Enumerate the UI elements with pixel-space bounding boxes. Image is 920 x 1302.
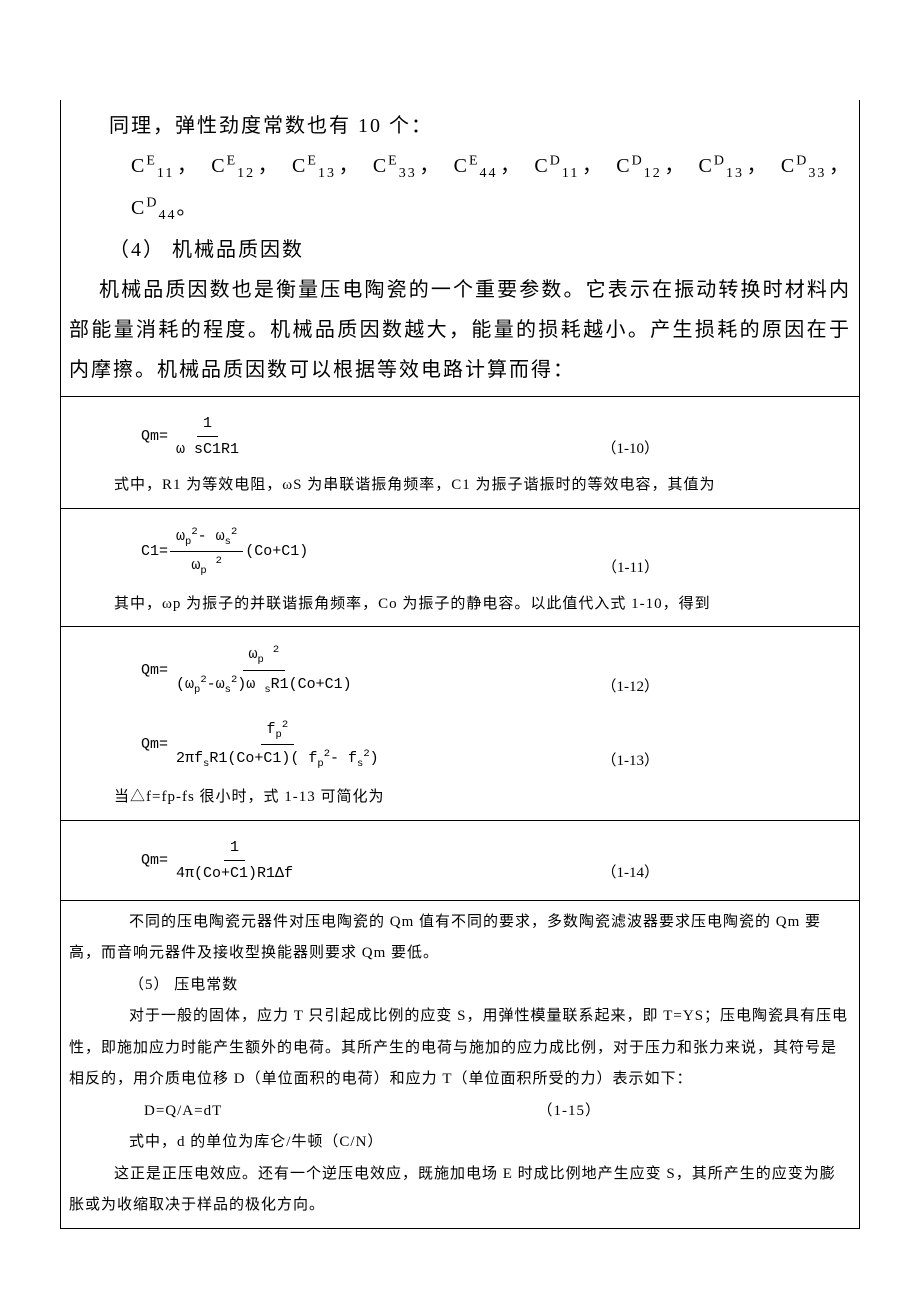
page: 同理，弹性劲度常数也有 10 个： CE11， CE12， CE13， CE33… — [0, 0, 920, 1289]
eq-1-13: Qm= fp2 2πfsR1(Co+C1)( fp2- fs2) （1-13） — [61, 708, 859, 782]
eq-1-13-num: fp2 — [261, 718, 295, 746]
section-5-para-3: 这正是正压电效应。还有一个逆压电效应，既施加电场 E 时成比例地产生应变 S，其… — [61, 1159, 859, 1222]
eq-1-12-frac: ωp 2 (ωp2-ωs2)ω sR1(Co+C1) — [170, 643, 358, 697]
eq-1-12-lhs: Qm= — [141, 660, 168, 681]
eq-1-10-num: 1 — [197, 413, 218, 437]
eq-1-14-num: 1 — [224, 837, 245, 861]
elastic-constants-intro: 同理，弹性劲度常数也有 10 个： — [61, 106, 859, 146]
eq-1-11-tail: (Co+C1) — [245, 541, 308, 562]
eq-1-13-desc: 当△f=fp-fs 很小时，式 1-13 可简化为 — [61, 782, 859, 814]
eq-1-13-lhs: Qm= — [141, 734, 168, 755]
eq-1-10-block: Qm= 1 ω sC1R1 （1-10） 式中，R1 为等效电阻，ωS 为串联谐… — [61, 397, 859, 509]
intro-block: 同理，弹性劲度常数也有 10 个： CE11， CE12， CE13， CE33… — [61, 100, 859, 397]
eq-1-13-tag: （1-13） — [602, 751, 860, 772]
eq-1-10-den: ω sC1R1 — [170, 437, 245, 460]
eq-1-11-lhs: C1= — [141, 541, 168, 562]
eq-1-11-block: C1= ωp2- ωs2 ωp 2 (Co+C1) （1-11） 其中，ωp 为… — [61, 509, 859, 628]
eq-1-11-den: ωp 2 — [185, 552, 228, 579]
eq-1-11: C1= ωp2- ωs2 ωp 2 (Co+C1) （1-11） — [61, 515, 859, 589]
eq-1-13-frac: fp2 2πfsR1(Co+C1)( fp2- fs2) — [170, 718, 385, 772]
eq-1-14-frac: 1 4π(Co+C1)R1Δf — [170, 837, 299, 884]
section-5-para-2: 式中，d 的单位为库仑/牛顿（C/N） — [61, 1127, 859, 1159]
eq-1-14-block: Qm= 1 4π(Co+C1)R1Δf （1-14） — [61, 821, 859, 901]
section-4-para: 机械品质因数也是衡量压电陶瓷的一个重要参数。它表示在振动转换时材料内部能量消耗的… — [61, 270, 859, 390]
eq-1-14-den: 4π(Co+C1)R1Δf — [170, 861, 299, 884]
eq-1-14: Qm= 1 4π(Co+C1)R1Δf （1-14） — [61, 827, 859, 894]
eq-1-13-den: 2πfsR1(Co+C1)( fp2- fs2) — [170, 745, 385, 772]
elastic-constants-list: CE11， CE12， CE13， CE33， CE44， CD11， CD12… — [61, 146, 859, 230]
eq-1-12-13-block: Qm= ωp 2 (ωp2-ωs2)ω sR1(Co+C1) （1-12） Qm… — [61, 627, 859, 820]
eq-1-11-desc: 其中，ωp 为振子的并联谐振角频率，Co 为振子的静电容。以此值代入式 1-10… — [61, 589, 859, 621]
eq-1-12-num: ωp 2 — [243, 643, 286, 671]
prose-block: 不同的压电陶瓷元器件对压电陶瓷的 Qm 值有不同的要求，多数陶瓷滤波器要求压电陶… — [61, 901, 859, 1228]
eq-1-15-line: D=Q/A=dT （1-15） — [61, 1096, 859, 1128]
eq-1-12: Qm= ωp 2 (ωp2-ωs2)ω sR1(Co+C1) （1-12） — [61, 633, 859, 707]
eq-1-14-lhs: Qm= — [141, 850, 168, 871]
qm-requirements-para: 不同的压电陶瓷元器件对压电陶瓷的 Qm 值有不同的要求，多数陶瓷滤波器要求压电陶… — [61, 907, 859, 970]
section-5-title: （5） 压电常数 — [61, 970, 859, 1002]
eq-1-15-tag: （1-15） — [538, 1096, 852, 1128]
content-frame: 同理，弹性劲度常数也有 10 个： CE11， CE12， CE13， CE33… — [60, 100, 860, 1229]
eq-1-11-frac: ωp2- ωs2 ωp 2 — [170, 525, 243, 579]
eq-1-12-den: (ωp2-ωs2)ω sR1(Co+C1) — [170, 671, 358, 698]
eq-1-10-tag: （1-10） — [602, 439, 860, 460]
eq-1-10-lhs: Qm= — [141, 426, 168, 447]
eq-1-14-tag: （1-14） — [602, 863, 860, 884]
section-4-title: （4） 机械品质因数 — [61, 230, 859, 270]
eq-1-10-desc: 式中，R1 为等效电阻，ωS 为串联谐振角频率，C1 为振子谐振时的等效电容，其… — [61, 470, 859, 502]
eq-1-11-num: ωp2- ωs2 — [170, 525, 243, 553]
section-5-para-1: 对于一般的固体，应力 T 只引起成比例的应变 S，用弹性模量联系起来，即 T=Y… — [61, 1001, 859, 1096]
eq-1-11-tag: （1-11） — [602, 558, 859, 579]
eq-1-10: Qm= 1 ω sC1R1 （1-10） — [61, 403, 859, 470]
eq-1-10-frac: 1 ω sC1R1 — [170, 413, 245, 460]
eq-1-15: D=Q/A=dT — [69, 1096, 222, 1128]
eq-1-12-tag: （1-12） — [602, 677, 860, 698]
